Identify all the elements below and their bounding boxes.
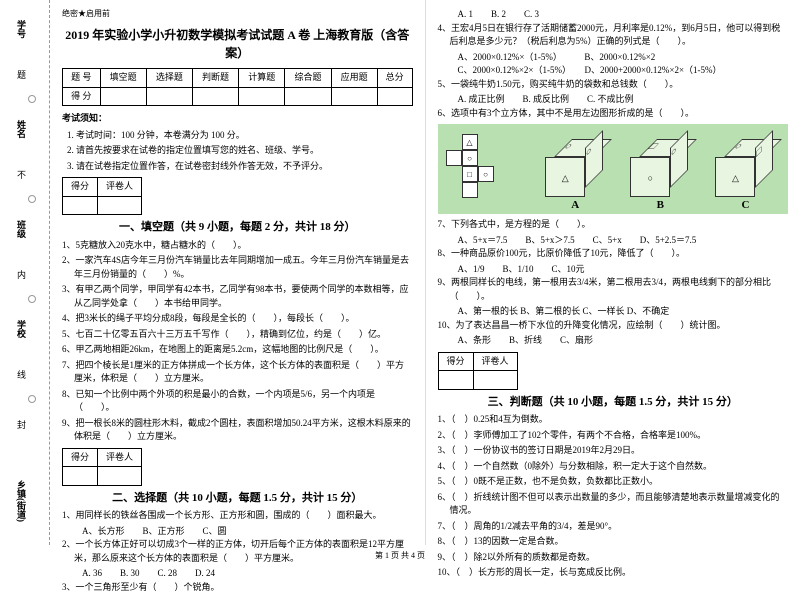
p3-q4: 4、（ ）一个自然数（0除外）与分数相除，积一定大于这个自然数。: [438, 460, 789, 474]
binding-circle: [28, 295, 36, 303]
p1-q2: 2、一家汽车4S店今年三月份汽车销量比去年同期增加一成五。今年三月份汽车销量是去…: [62, 254, 413, 281]
notice-item: 请在试卷指定位置作答，在试卷密封线外作答无效，不予评分。: [76, 160, 413, 174]
cube-c: ○ △ □ C: [715, 139, 775, 199]
bind-label-0: 学号: [15, 20, 28, 38]
secret-label: 绝密★启用前: [62, 8, 413, 20]
p2-q4b: C、2000×0.12%×2×（1-5%） D、2000+2000×0.12%×…: [438, 64, 789, 78]
bind-label-3: 学校: [15, 320, 28, 338]
p1-q7: 7、把四个棱长是1厘米的正方体拼成一个长方体，这个长方体的表面积是（ ）平方厘米…: [62, 359, 413, 386]
p1-q3: 3、有甲乙两个同学，甲同学有42本书，乙同学有98本书，要使两个同学的本数相等，…: [62, 283, 413, 310]
p2-q1-opts: A、长方形 B、正方形 C、圆: [62, 525, 413, 539]
cube-label-c: C: [715, 197, 775, 214]
score-col: 判断题: [192, 69, 238, 88]
notice-item: 请首先按要求在试卷的指定位置填写您的姓名、班级、学号。: [76, 144, 413, 158]
grader-table: 得分评卷人: [62, 448, 142, 486]
score-col: 总分: [377, 69, 412, 88]
cube-label-b: B: [630, 197, 690, 214]
score-col: 题 号: [63, 69, 101, 88]
right-column: A. 1 B. 2 C. 3 4、王宏4月5日在银行存了活期储蓄2000元，月利…: [426, 0, 800, 545]
mini-c2: 评卷人: [98, 178, 142, 197]
mini-c1: 得分: [438, 352, 473, 371]
bind-label-4: 乡镇(街道): [15, 480, 28, 522]
mini-c2: 评卷人: [98, 448, 142, 467]
p2-q2-opts: A. 36 B. 30 C. 28 D. 24: [62, 567, 413, 581]
p3-q2: 2、（ ）李师傅加工了102个零件，有两个不合格，合格率是100%。: [438, 429, 789, 443]
p2-q10: 10、为了表达昌昌一桥下水位的升降变化情况，应绘制（ ）统计图。: [438, 319, 789, 333]
score-col: 综合题: [285, 69, 331, 88]
mini-c2: 评卷人: [473, 352, 517, 371]
p2-q9-opts: A、第一根的长 B、第二根的长 C、一样长 D、不确定: [438, 305, 789, 319]
p2-q4a: A、2000×0.12%×（1-5%） B、2000×0.12%×2: [438, 51, 789, 65]
cube-label-a: A: [545, 197, 605, 214]
p2-q9: 9、两根同样长的电线，第一根用去3/4米，第二根用去3/4，两根电线剩下的部分相…: [438, 276, 789, 303]
p3-q7: 7、（ ）周角的1/2减去平角的3/4，差是90°。: [438, 520, 789, 534]
score-col: 选择题: [146, 69, 192, 88]
bind-label-2: 班级: [15, 220, 28, 238]
bind-mark-3: 线: [15, 370, 28, 379]
p1-q6: 6、甲乙两地相距26km，在地图上的距离是5.2cm，这幅地图的比例尺是（ ）。: [62, 343, 413, 357]
page-footer: 第 1 页 共 4 页: [0, 550, 800, 561]
notice-list: 考试时间：100 分钟，本卷满分为 100 分。 请首先按要求在试卷的指定位置填…: [62, 129, 413, 174]
bind-mark-0: 题: [15, 70, 28, 79]
p1-q5: 5、七百二十亿零五百六十三万五千写作（ ），精确到亿位，约是（ ）亿。: [62, 328, 413, 342]
bind-mark-4: 封: [15, 420, 28, 429]
left-column: 绝密★启用前 2019 年实验小学小升初数学模拟考试试题 A 卷 上海教育版（含…: [50, 0, 426, 545]
mini-c1: 得分: [63, 448, 98, 467]
p3-q10: 10、（ ）长方形的周长一定，长与宽成反比例。: [438, 566, 789, 580]
notice-item: 考试时间：100 分钟，本卷满分为 100 分。: [76, 129, 413, 143]
p2-q4: 4、王宏4月5日在银行存了活期储蓄2000元，月利率是0.12%，到6月5日，他…: [438, 22, 789, 49]
p2-q6: 6、选项中有3个立方体，其中不是用左边图形折成的是（ ）。: [438, 107, 789, 121]
page-container: 学号 题 姓名 不 班级 内 学校 线 封 乡镇(街道) 绝密★启用前 2019…: [0, 0, 800, 545]
grader-table: 得分评卷人: [438, 352, 518, 390]
p3-q3: 3、（ ）一份协议书的签订日期是2019年2月29日。: [438, 444, 789, 458]
part3-title: 三、判断题（共 10 小题，每题 1.5 分，共计 15 分）: [438, 394, 789, 411]
score-col: 填空题: [100, 69, 146, 88]
p1-q8: 8、已知一个比例中两个外项的积是最小的合数，一个内项是5/6，另一个内项是（ ）…: [62, 388, 413, 415]
p2-q8-opts: A、1/9 B、1/10 C、10元: [438, 263, 789, 277]
score-col: 应用题: [331, 69, 377, 88]
binding-circle: [28, 195, 36, 203]
p2-q5-opts: A. 成正比例 B. 成反比例 C. 不成比例: [438, 93, 789, 107]
part2-title: 二、选择题（共 10 小题，每题 1.5 分，共计 15 分）: [62, 490, 413, 507]
bind-label-1: 姓名: [15, 120, 28, 138]
bind-mark-1: 不: [15, 170, 28, 179]
p1-q4: 4、把3米长的绳子平均分成8段，每段是全长的（ ），每段长（ ）。: [62, 312, 413, 326]
p3-q8: 8、（ ）13的因数一定是合数。: [438, 535, 789, 549]
p2-q5: 5、一袋纯牛奶1.50元，购买纯牛奶的袋数和总钱数（ ）。: [438, 78, 789, 92]
p1-q9: 9、把一根长8米的圆柱形木料，截成2个圆柱，表面积增加50.24平方米，这根木料…: [62, 417, 413, 444]
p2-q7: 7、下列各式中，是方程的是（ ）。: [438, 218, 789, 232]
cube-diagram: ○ △ □ ○ ○ △ ○ A □ ○ ○ B ○ △ □ C: [438, 124, 789, 214]
mini-c1: 得分: [63, 178, 98, 197]
p3-q1: 1、（ ）0.25和4互为倒数。: [438, 413, 789, 427]
part1-title: 一、填空题（共 9 小题，每题 2 分，共计 18 分）: [62, 219, 413, 236]
p2-q8: 8、一种商品原价100元，比原价降低了10元，降低了（ ）。: [438, 247, 789, 261]
p2-q3-opts: A. 1 B. 2 C. 3: [438, 8, 789, 22]
p3-q5: 5、（ ）0既不是正数，也不是负数，负数都比正数小。: [438, 475, 789, 489]
notice-title: 考试须知：: [62, 112, 413, 126]
p1-q1: 1、5克糖放入20克水中，糖占糖水的（ ）。: [62, 239, 413, 253]
cube-a: ○ △ ○ A: [545, 139, 605, 199]
p2-q7-opts: A、5+x＝7.5 B、5+x＞7.5 C、5+x D、5+2.5＝7.5: [438, 234, 789, 248]
binding-strip: 学号 题 姓名 不 班级 内 学校 线 封 乡镇(街道): [0, 0, 50, 545]
bind-mark-2: 内: [15, 270, 28, 279]
exam-title: 2019 年实验小学小升初数学模拟考试试题 A 卷 上海教育版（含答案）: [62, 26, 413, 62]
binding-circle: [28, 395, 36, 403]
binding-circle: [28, 95, 36, 103]
score-col: 计算题: [239, 69, 285, 88]
p2-q1: 1、用同样长的铁丝各围成一个长方形、正方形和圆，围成的（ ）面积最大。: [62, 509, 413, 523]
grader-table: 得分评卷人: [62, 177, 142, 215]
score-row: 得 分: [63, 87, 101, 106]
score-table: 题 号 填空题 选择题 判断题 计算题 综合题 应用题 总分 得 分: [62, 68, 413, 106]
p2-q3: 3、一个三角形至少有（ ）个锐角。: [62, 581, 413, 594]
cube-b: □ ○ ○ B: [630, 139, 690, 199]
p3-q6: 6、（ ）折线统计图不但可以表示出数量的多少，而且能够清楚地表示数量增减变化的情…: [438, 491, 789, 518]
p2-q10-opts: A、条形 B、折线 C、扇形: [438, 334, 789, 348]
